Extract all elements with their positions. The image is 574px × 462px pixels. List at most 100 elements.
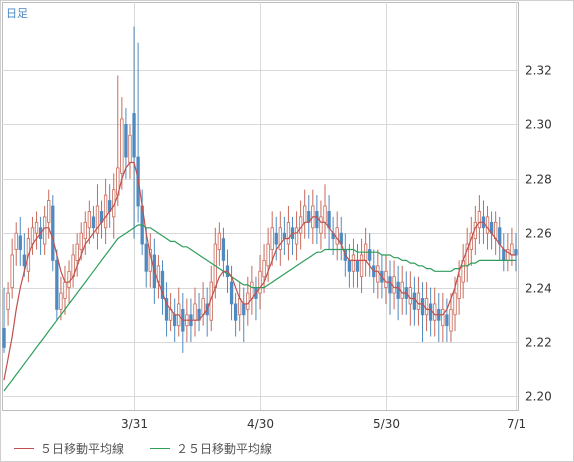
x-tick-label: 7/1 <box>507 417 526 431</box>
candle-up <box>266 243 270 267</box>
candle-up <box>128 134 132 163</box>
candle-up <box>246 292 250 310</box>
candle-up <box>250 281 254 299</box>
legend-swatch-ma5 <box>14 447 34 449</box>
candle-up <box>79 232 83 250</box>
candle-up <box>400 281 404 299</box>
candle-up <box>193 303 197 321</box>
candle-up <box>103 194 108 229</box>
candle-up <box>10 254 14 289</box>
chart-legend: ５日移動平均線 ２５日移動平均線 <box>14 440 298 456</box>
candle-down <box>502 249 506 261</box>
candle-down <box>22 254 27 267</box>
candle-up <box>457 276 461 299</box>
candle-down <box>445 314 449 327</box>
candle-up <box>95 205 100 234</box>
candle-down <box>124 124 128 158</box>
candle-up <box>298 216 303 234</box>
candle-down <box>274 232 278 245</box>
candle-up <box>392 276 396 294</box>
candle-down <box>420 298 425 316</box>
candle-up <box>47 200 51 223</box>
candle-up <box>294 227 299 245</box>
legend-label-ma25: ２５日移動平均線 <box>176 441 273 456</box>
candle-up <box>201 298 205 316</box>
y-tick-label: 2.26 <box>525 227 552 241</box>
candle-up <box>6 292 10 310</box>
candle-up <box>270 227 274 250</box>
candle-up <box>83 221 87 240</box>
candle-up <box>453 292 457 316</box>
candle-up <box>351 254 356 272</box>
legend-item-ma25: ２５日移動平均線 <box>150 440 272 457</box>
candle-down <box>355 259 360 272</box>
candle-down <box>132 113 136 158</box>
candle-down <box>160 270 165 299</box>
candle-down <box>233 303 238 321</box>
candle-down <box>164 298 169 321</box>
candle-down <box>55 259 59 310</box>
candle-up <box>510 243 514 256</box>
ma5-line <box>3 161 516 381</box>
y-tick-label: 2.20 <box>525 390 552 404</box>
candle-up <box>433 303 437 321</box>
candle-down <box>18 235 22 250</box>
candle-up <box>286 221 291 245</box>
candle-up <box>30 227 35 245</box>
candle-down <box>173 314 177 327</box>
candle-down <box>327 211 331 229</box>
candle-down <box>412 292 417 310</box>
candle-down <box>315 211 319 229</box>
candle-up <box>408 287 412 305</box>
x-tick-label: 4/30 <box>247 417 274 431</box>
candle-up <box>319 216 323 234</box>
candle-up <box>424 298 429 316</box>
period-label: 日足 <box>6 7 28 20</box>
candle-up <box>120 118 124 174</box>
candle-down <box>2 327 6 348</box>
candle-down <box>396 281 400 299</box>
candle-down <box>242 303 246 316</box>
y-tick-label: 2.28 <box>525 173 552 187</box>
candle-down <box>221 238 226 261</box>
legend-swatch-ma25 <box>150 447 171 449</box>
candle-up <box>416 292 421 310</box>
candle-up <box>63 281 67 299</box>
candle-down <box>91 216 96 229</box>
candle-up <box>34 221 39 234</box>
candle-down <box>428 303 433 321</box>
candle-up <box>335 227 339 245</box>
candle-up <box>449 308 453 332</box>
y-tick-label: 2.22 <box>525 336 552 350</box>
y-tick-label: 2.24 <box>525 282 552 296</box>
candle-down <box>498 227 502 245</box>
candle-up <box>217 232 222 250</box>
candle-down <box>388 276 392 294</box>
candle-down <box>144 243 148 272</box>
candle-up <box>323 205 327 223</box>
candle-up <box>303 205 307 223</box>
candle-up <box>14 232 18 250</box>
y-tick-label: 2.30 <box>525 118 552 132</box>
x-tick-label: 3/31 <box>121 417 148 431</box>
candle-down <box>514 249 518 256</box>
candle-up <box>441 308 445 327</box>
candle-up <box>384 270 388 288</box>
candle-up <box>238 298 242 316</box>
candle-up <box>477 211 482 229</box>
candle-up <box>75 243 79 261</box>
candle-up <box>59 292 63 310</box>
x-tick-label: 5/30 <box>373 417 400 431</box>
candle-down <box>51 205 55 261</box>
candle-up <box>258 270 262 294</box>
candle-down <box>282 232 287 240</box>
candle-up <box>67 270 71 288</box>
candle-down <box>368 249 372 261</box>
legend-item-ma5: ５日移動平均線 <box>14 440 124 457</box>
candle-up <box>376 265 380 283</box>
candle-up <box>43 216 47 245</box>
candle-down <box>229 281 234 305</box>
candle-up <box>485 216 490 234</box>
